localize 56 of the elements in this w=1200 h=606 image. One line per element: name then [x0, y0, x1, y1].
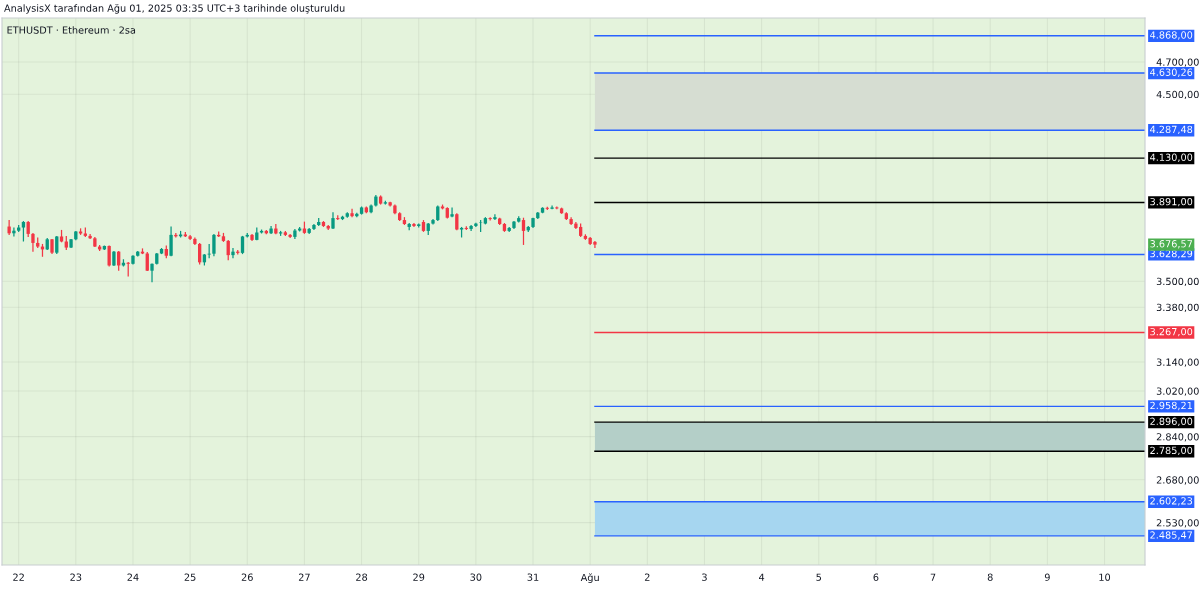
ref-line-label: 4.287,48	[1150, 125, 1193, 135]
x-tick-label: 24	[127, 573, 139, 581]
ref-line-label: 2.896,00	[1150, 417, 1193, 426]
x-tick-label: 2	[644, 573, 650, 581]
candlestick	[150, 262, 154, 283]
ref-line-label: 4.130,00	[1150, 153, 1193, 162]
x-tick-label: 22	[13, 573, 24, 581]
x-tick-label: Ağu	[580, 573, 599, 583]
text: 3.676,57	[1150, 240, 1193, 249]
y-tick-label: 2.840,00	[1156, 433, 1199, 442]
candlestick	[493, 213, 497, 221]
x-tick-label: 28	[356, 573, 368, 581]
x-tick-label: 7	[930, 573, 936, 581]
x-tick-label: 31	[527, 573, 539, 581]
y-tick-label: 2.680,00	[1156, 476, 1199, 485]
x-tick-label: 10	[1099, 573, 1111, 581]
chart-title: AnalysisX tarafından Ağu 01, 2025 03:35 UTC+3 tarihinde oluşturuldu	[4, 4, 345, 14]
y-tick-label: 4.500,00	[1156, 90, 1199, 100]
y-tick-label: 2.530,00	[1156, 519, 1199, 528]
candlestick	[21, 220, 26, 243]
x-tick-label: 5	[816, 573, 822, 581]
ref-line-label: 3.267,00	[1150, 327, 1193, 337]
candlestick	[169, 225, 173, 257]
x-tick-label: 30	[470, 573, 482, 581]
candlestick	[450, 206, 454, 218]
ref-line-label: 2.958,21	[1150, 401, 1192, 411]
candlestick	[7, 219, 11, 236]
y-tick-label: 3.020,00	[1156, 387, 1199, 396]
x-tick-label: 29	[413, 573, 425, 581]
y-tick-label: 3.140,00	[1156, 358, 1199, 367]
candlestick	[350, 208, 354, 218]
x-tick-label: 26	[241, 573, 253, 581]
x-tick-label: 8	[987, 573, 993, 581]
candlestick	[212, 233, 216, 257]
candlestick	[88, 233, 92, 240]
candlestick	[521, 217, 526, 246]
ref-line-label: 2.785,00	[1150, 446, 1193, 456]
x-tick-label: 3	[702, 573, 707, 581]
x-tick-label: 27	[298, 573, 310, 581]
y-tick-label: 4.700,00	[1156, 58, 1199, 67]
ref-line-label: 2.485,47	[1150, 531, 1193, 540]
x-tick-label: 6	[873, 573, 879, 581]
ref-line-label: 4.630,26	[1150, 68, 1193, 77]
x-tick-label: 25	[184, 573, 196, 581]
text: ETHUSDT · Ethereum · 2sa	[7, 26, 136, 34]
ref-line-label: 2.602,23	[1150, 497, 1193, 506]
y-tick-label: 3.380,00	[1156, 303, 1199, 313]
candlestick	[231, 247, 235, 259]
x-tick-label: 4	[759, 573, 765, 581]
x-tick-label: 9	[1044, 573, 1050, 581]
candlestick	[31, 232, 35, 253]
x-tick-label: 23	[70, 573, 82, 581]
ref-line-label: 4.868,00	[1150, 31, 1193, 40]
y-tick-label: 3.500,00	[1156, 277, 1199, 287]
ref-line-label: 3.891,00	[1150, 197, 1193, 207]
ref-line-label: 3.628,29	[1150, 249, 1193, 259]
